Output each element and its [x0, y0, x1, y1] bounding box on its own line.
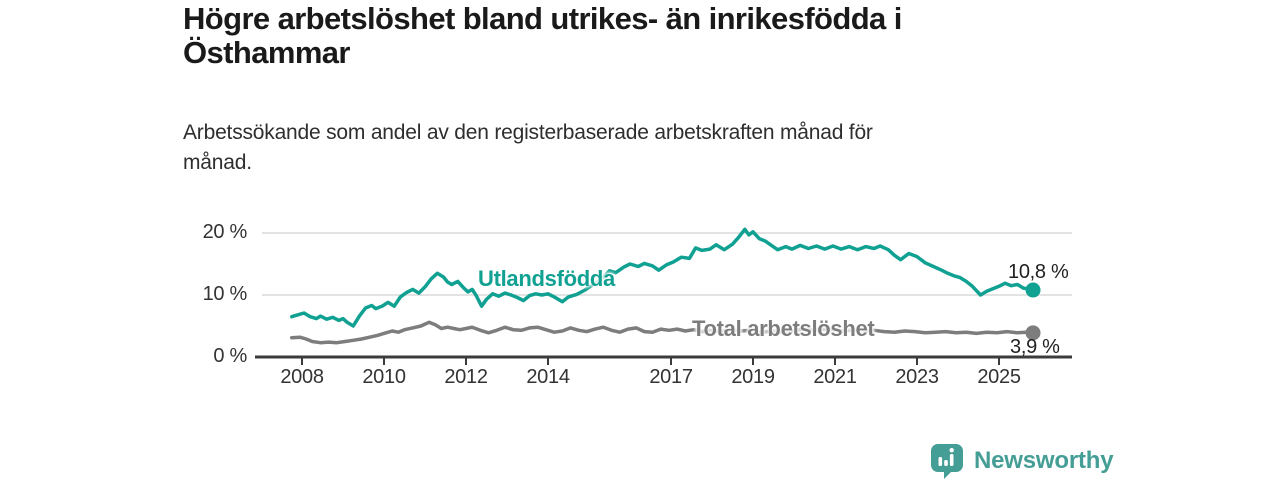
series-label-utlandsfodda: Utlandsfödda	[478, 266, 615, 291]
x-axis-tick-label: 2023	[895, 366, 939, 388]
series-end-dot-0	[1025, 282, 1041, 298]
logo-exclamation-dot	[949, 448, 954, 453]
newsworthy-logo: Newsworthy	[930, 443, 1114, 479]
series-label-total-arbetsloshet: Total arbetslöshet	[692, 316, 875, 341]
series-line-0	[290, 227, 1035, 328]
y-axis-tick-label: 0 %	[213, 345, 247, 367]
end-value-label-utlandsfodda: 10,8 %	[1008, 261, 1069, 283]
chart-subtitle-line-2: månad.	[183, 151, 252, 174]
newsworthy-logo-icon	[931, 444, 963, 479]
page-title-line-1: Högre arbetslöshet bland utrikes- än inr…	[183, 1, 902, 36]
x-axis-tick-label: 2025	[977, 366, 1021, 388]
x-axis-tick-label: 2012	[444, 366, 488, 388]
x-axis-tick-label: 2019	[731, 366, 775, 388]
x-axis-tick-label: 2014	[526, 366, 570, 388]
page-title: Högre arbetslöshet bland utrikes- än inr…	[183, 2, 1083, 70]
series-end-dot-1	[1025, 325, 1041, 341]
newsworthy-wordmark: Newsworthy	[974, 447, 1114, 474]
chart-subtitle: Arbetssökande som andel av den registerb…	[183, 118, 1083, 178]
x-axis-tick-label: 2010	[362, 366, 406, 388]
page-title-line-2: Östhammar	[183, 35, 350, 70]
x-axis-tick-label: 2017	[649, 366, 693, 388]
x-axis-tick-label: 2021	[813, 366, 857, 388]
end-value-label-total-arbetsloshet: 3,9 %	[1010, 336, 1060, 358]
series-line-1	[290, 320, 1035, 345]
y-axis-tick-label: 20 %	[202, 221, 248, 243]
x-axis-tick-label: 2008	[280, 366, 324, 388]
y-axis-tick-label: 10 %	[202, 283, 248, 305]
chart-subtitle-line-1: Arbetssökande som andel av den registerb…	[183, 121, 873, 144]
